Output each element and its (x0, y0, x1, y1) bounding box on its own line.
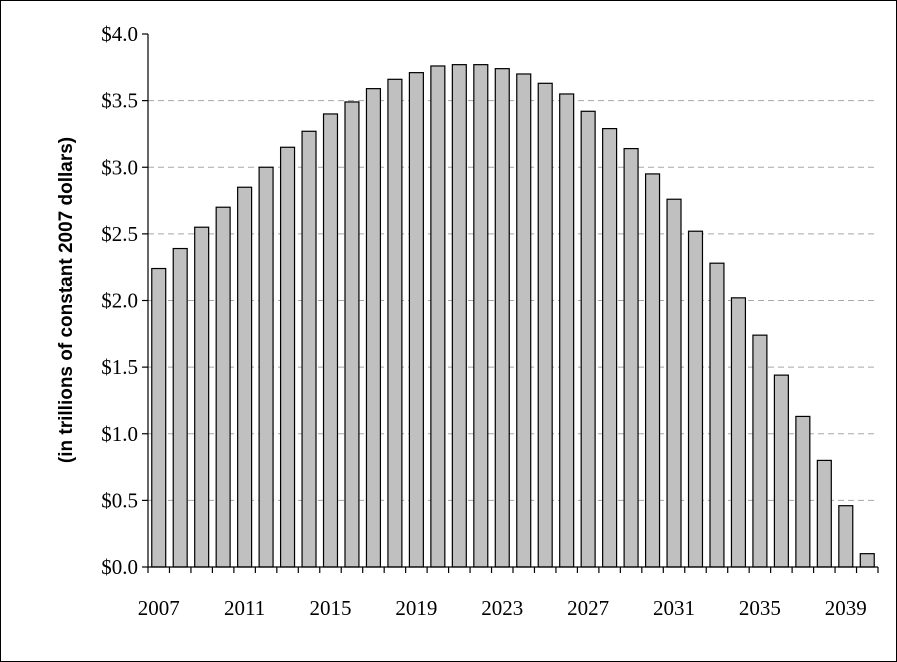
bar-2009 (194, 226, 210, 568)
x-tick-label: 2015 (310, 596, 352, 620)
bar-2020 (430, 65, 446, 568)
x-tick-label: 2019 (395, 596, 437, 620)
bar-2010 (215, 206, 231, 568)
y-tick-label: $3.5 (101, 89, 138, 113)
bar-2040 (859, 553, 875, 568)
y-tick-labels: $0.0 $0.5 $1.0 $1.5 $2.0 $2.5 $3.0 $3.5 $4.0 (101, 22, 138, 579)
y-tick-label: $2.0 (101, 289, 138, 313)
bar-2008 (172, 247, 188, 568)
y-tick-label: $0.0 (101, 555, 138, 579)
bar-2007 (151, 267, 167, 568)
y-tick-label: $3.0 (101, 155, 138, 179)
bar-2028 (602, 128, 618, 568)
x-tick-label: 2007 (138, 596, 180, 620)
bar-2015 (322, 113, 339, 568)
bar-2019 (408, 72, 424, 568)
y-tick-label: $1.0 (101, 422, 138, 446)
gridlines (148, 100, 878, 501)
y-tick-label: $1.5 (101, 355, 138, 379)
bar-2025 (537, 82, 553, 568)
y-tick-label: $0.5 (101, 488, 138, 512)
bar-2021 (451, 64, 467, 568)
bars (151, 64, 875, 568)
bar-2029 (623, 147, 639, 568)
bar-2027 (580, 110, 596, 568)
bar-2014 (301, 130, 317, 568)
bar-2017 (365, 88, 382, 568)
bar-2033 (709, 262, 725, 568)
bar-2036 (773, 374, 789, 568)
bar-2013 (279, 146, 296, 568)
bar-2018 (387, 78, 403, 568)
x-tick-label: 2011 (224, 596, 265, 620)
bar-2031 (666, 198, 682, 568)
x-tick-label: 2027 (567, 596, 609, 620)
bar-2012 (258, 166, 274, 568)
bar-2011 (237, 186, 253, 568)
x-tick-label: 2031 (653, 596, 695, 620)
bar-2016 (344, 101, 360, 568)
bar-2034 (730, 297, 747, 568)
y-tick-label: $2.5 (101, 222, 138, 246)
bar-2024 (516, 73, 532, 568)
bar-2038 (816, 459, 832, 568)
bar-2030 (644, 173, 661, 568)
bar-2039 (838, 505, 854, 568)
bar-2032 (687, 230, 704, 568)
y-tick-label: $4.0 (101, 22, 138, 46)
bar-2026 (559, 93, 575, 568)
y-axis-label: (in trillions of constant 2007 dollars) (56, 137, 77, 463)
axes (142, 33, 879, 573)
x-tick-label: 2039 (825, 596, 867, 620)
x-tick-label: 2035 (739, 596, 781, 620)
bar-2022 (473, 64, 489, 568)
bar-2023 (494, 68, 510, 568)
bar-2035 (752, 334, 768, 568)
bar-2037 (795, 415, 811, 568)
x-tick-label: 2023 (481, 596, 523, 620)
x-tick-labels: 2007 2011 2015 2019 2023 2027 2031 2035 2039 (138, 596, 867, 620)
